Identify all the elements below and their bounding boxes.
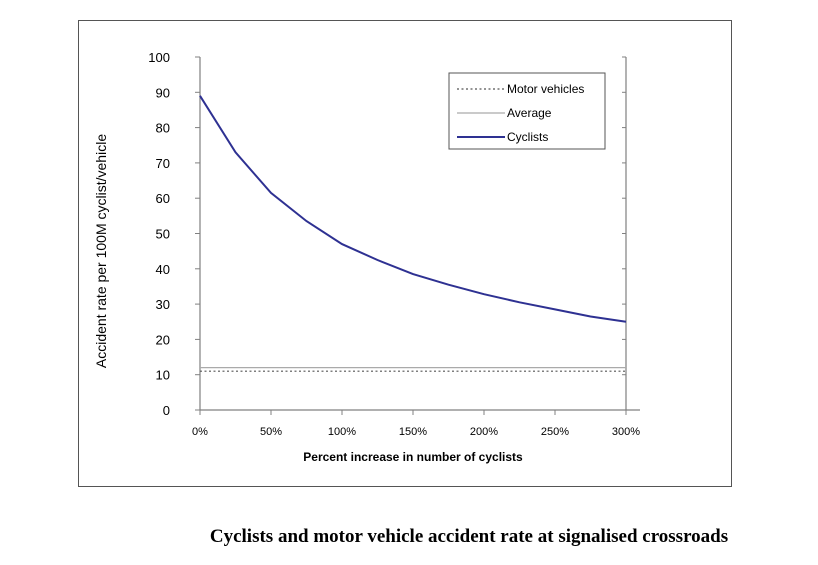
figure-caption: Cyclists and motor vehicle accident rate… (0, 526, 818, 548)
x-tick-label: 150% (399, 426, 427, 438)
x-tick-label: 100% (328, 426, 356, 438)
x-tick-label: 250% (541, 426, 569, 438)
y-tick-label: 100 (148, 50, 170, 65)
series-line-cyclists (199, 95, 627, 323)
y-tick-label: 50 (156, 227, 170, 242)
y-axis-title: Accident rate per 100M cyclist/vehicle (93, 134, 109, 368)
line-chart: 0 10 20 30 40 50 60 70 80 90 100 0% 50% 100% 150% 200%… (93, 50, 640, 464)
series-layer (199, 95, 627, 372)
x-tick-label: 50% (260, 426, 282, 438)
y-tick-label: 70 (156, 156, 170, 171)
x-axis: 0% 50% 100% 150% 200% 250% 300% (192, 409, 640, 438)
y-tick-label: 10 (156, 368, 170, 383)
y-tick-label: 30 (156, 297, 170, 312)
y-tick-label: 80 (156, 121, 170, 136)
y-tick-label: 20 (156, 332, 170, 347)
x-tick-label: 300% (612, 426, 640, 438)
y-tick-label: 0 (163, 403, 170, 418)
x-tick-label: 0% (192, 426, 208, 438)
legend-label: Average (507, 106, 552, 120)
legend-label: Cyclists (507, 130, 548, 144)
legend-label: Motor vehicles (507, 82, 584, 96)
y-tick-label: 60 (156, 191, 170, 206)
y-axis: 0 10 20 30 40 50 60 70 80 90 100 (148, 50, 627, 418)
x-tick-label: 200% (470, 426, 498, 438)
y-tick-label: 90 (156, 85, 170, 100)
chart-frame: 0 10 20 30 40 50 60 70 80 90 100 0% 50% 100% 150% 200%… (78, 20, 732, 487)
y-tick-label: 40 (156, 262, 170, 277)
x-axis-title: Percent increase in number of cyclists (303, 450, 523, 464)
legend: Motor vehicles Average Cyclists (448, 72, 606, 150)
figure-caption-text: Cyclists and motor vehicle accident rate… (209, 526, 729, 547)
